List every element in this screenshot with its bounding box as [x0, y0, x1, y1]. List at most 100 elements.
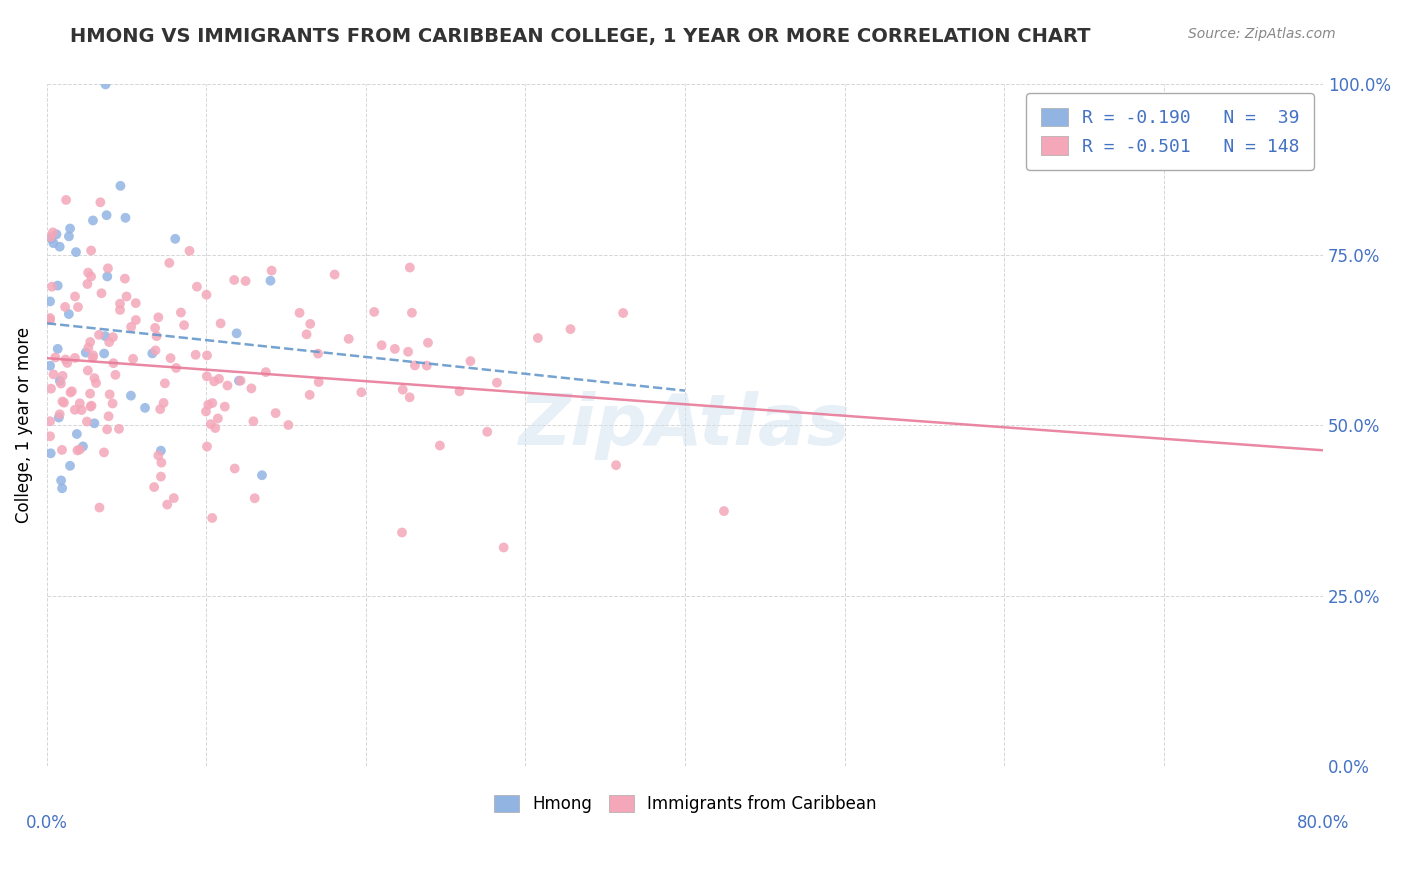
Immigrants from Caribbean: [197, 398, 219, 412]
Hmong: [96, 208, 118, 222]
Immigrants from Caribbean: [77, 341, 100, 355]
Hmong: [94, 78, 117, 92]
Immigrants from Caribbean: [63, 289, 86, 303]
Immigrants from Caribbean: [77, 266, 100, 280]
Immigrants from Caribbean: [298, 388, 321, 402]
Hmong: [66, 427, 89, 442]
Hmong: [94, 329, 117, 343]
Immigrants from Caribbean: [209, 317, 232, 331]
Immigrants from Caribbean: [52, 368, 75, 383]
Immigrants from Caribbean: [240, 381, 263, 395]
Hmong: [51, 481, 73, 495]
Hmong: [58, 229, 80, 244]
Immigrants from Caribbean: [204, 421, 226, 435]
Immigrants from Caribbean: [96, 422, 118, 436]
Immigrants from Caribbean: [51, 442, 73, 457]
Immigrants from Caribbean: [391, 525, 413, 540]
Immigrants from Caribbean: [323, 268, 346, 282]
Hmong: [49, 374, 72, 388]
Immigrants from Caribbean: [173, 318, 195, 333]
Hmong: [228, 374, 250, 388]
Immigrants from Caribbean: [39, 382, 62, 396]
Hmong: [45, 227, 67, 242]
Hmong: [46, 342, 69, 356]
Immigrants from Caribbean: [83, 371, 105, 385]
Hmong: [39, 232, 62, 246]
Immigrants from Caribbean: [404, 359, 426, 373]
Immigrants from Caribbean: [201, 511, 224, 525]
Immigrants from Caribbean: [145, 329, 167, 343]
Immigrants from Caribbean: [224, 461, 246, 475]
Immigrants from Caribbean: [101, 396, 124, 410]
Immigrants from Caribbean: [254, 365, 277, 379]
Immigrants from Caribbean: [152, 396, 174, 410]
Immigrants from Caribbean: [148, 310, 170, 325]
Immigrants from Caribbean: [163, 491, 186, 505]
Immigrants from Caribbean: [159, 351, 181, 366]
Hmong: [39, 446, 62, 460]
Hmong: [72, 440, 94, 454]
Immigrants from Caribbean: [224, 273, 246, 287]
Immigrants from Caribbean: [195, 348, 218, 362]
Hmong: [110, 178, 132, 193]
Hmong: [49, 474, 72, 488]
Immigrants from Caribbean: [186, 279, 208, 293]
Immigrants from Caribbean: [70, 403, 93, 417]
Immigrants from Caribbean: [76, 277, 98, 291]
Immigrants from Caribbean: [39, 414, 62, 428]
Immigrants from Caribbean: [97, 409, 120, 424]
Immigrants from Caribbean: [612, 306, 634, 320]
Immigrants from Caribbean: [242, 414, 264, 428]
Immigrants from Caribbean: [114, 271, 136, 285]
Hmong: [250, 468, 273, 483]
Immigrants from Caribbean: [153, 376, 176, 391]
Immigrants from Caribbean: [200, 417, 222, 431]
Immigrants from Caribbean: [90, 286, 112, 301]
Immigrants from Caribbean: [120, 319, 142, 334]
Immigrants from Caribbean: [460, 354, 482, 368]
Immigrants from Caribbean: [56, 356, 79, 370]
Immigrants from Caribbean: [108, 422, 131, 436]
Immigrants from Caribbean: [295, 327, 318, 342]
Immigrants from Caribbean: [170, 305, 193, 319]
Immigrants from Caribbean: [370, 338, 392, 352]
Immigrants from Caribbean: [82, 348, 104, 362]
Immigrants from Caribbean: [485, 376, 508, 390]
Immigrants from Caribbean: [398, 390, 420, 404]
Hmong: [259, 274, 281, 288]
Immigrants from Caribbean: [66, 443, 89, 458]
Immigrants from Caribbean: [39, 429, 62, 443]
Immigrants from Caribbean: [108, 302, 131, 317]
Immigrants from Caribbean: [80, 399, 103, 413]
Hmong: [59, 458, 82, 473]
Immigrants from Caribbean: [101, 330, 124, 344]
Immigrants from Caribbean: [350, 385, 373, 400]
Immigrants from Caribbean: [93, 445, 115, 459]
Text: 80.0%: 80.0%: [1296, 814, 1350, 832]
Immigrants from Caribbean: [87, 327, 110, 342]
Immigrants from Caribbean: [79, 386, 101, 401]
Immigrants from Caribbean: [337, 332, 360, 346]
Immigrants from Caribbean: [492, 541, 515, 555]
Immigrants from Caribbean: [150, 456, 173, 470]
Immigrants from Caribbean: [214, 400, 236, 414]
Immigrants from Caribbean: [89, 500, 111, 515]
Immigrants from Caribbean: [89, 195, 111, 210]
Hmong: [114, 211, 136, 225]
Immigrants from Caribbean: [527, 331, 550, 345]
Immigrants from Caribbean: [82, 351, 104, 365]
Hmong: [42, 236, 65, 251]
Immigrants from Caribbean: [229, 374, 252, 388]
Immigrants from Caribbean: [76, 363, 98, 377]
Y-axis label: College, 1 year or more: College, 1 year or more: [15, 327, 32, 524]
Immigrants from Caribbean: [42, 226, 65, 240]
Immigrants from Caribbean: [288, 306, 311, 320]
Immigrants from Caribbean: [55, 193, 77, 207]
Immigrants from Caribbean: [401, 306, 423, 320]
Immigrants from Caribbean: [217, 378, 239, 392]
Immigrants from Caribbean: [277, 417, 299, 432]
Immigrants from Caribbean: [179, 244, 201, 258]
Immigrants from Caribbean: [55, 352, 77, 367]
Hmong: [134, 401, 156, 415]
Immigrants from Caribbean: [80, 269, 103, 284]
